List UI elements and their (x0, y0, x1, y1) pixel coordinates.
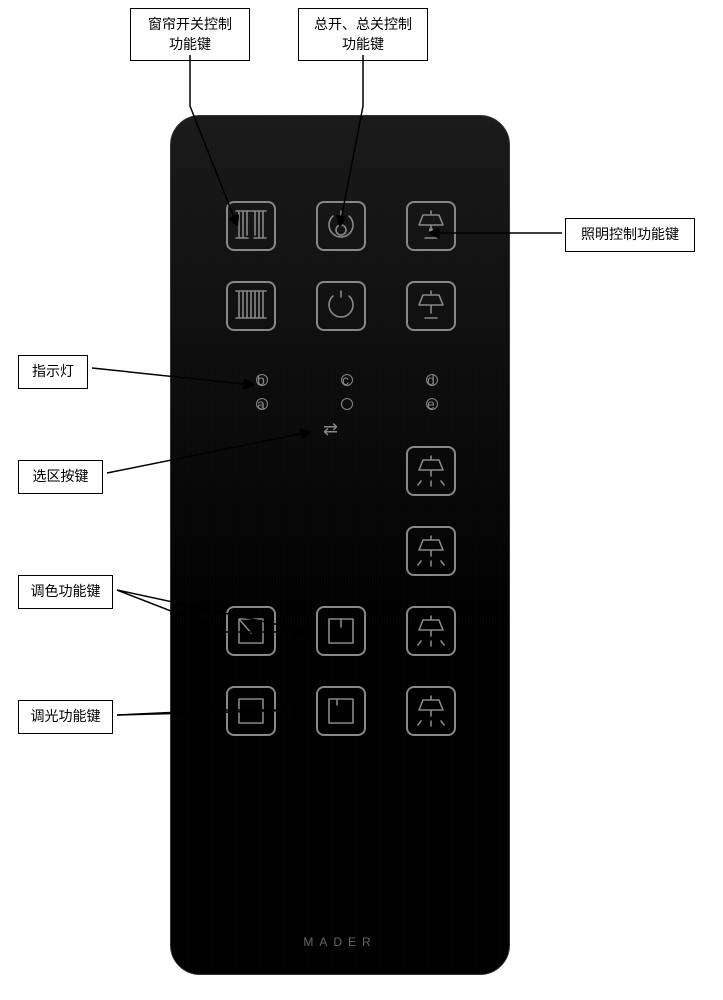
label-text: 指示灯 (32, 363, 74, 379)
lamp-rays-icon (413, 533, 449, 569)
btn-lamp-on-0-2[interactable] (406, 201, 456, 251)
color-2-icon (323, 613, 359, 649)
master-off-icon (323, 288, 359, 324)
btn-lamp-off-1-2[interactable] (406, 281, 456, 331)
label-dimmer: 调光功能键 (18, 700, 113, 734)
label-curtain: 窗帘开关控制功能键 (130, 8, 250, 61)
led-letter: d (427, 372, 435, 388)
btn-lamp-rays-bot-1-2[interactable] (406, 686, 456, 736)
led-letter: b (257, 372, 265, 388)
brand-label: MADER (171, 935, 509, 949)
label-text: 调色功能键 (31, 583, 101, 599)
label-lighting: 照明控制功能键 (565, 218, 695, 252)
label-text: 窗帘开关控制功能键 (148, 16, 232, 52)
dim-1-icon (233, 693, 269, 729)
btn-dim-1-bot-1-0[interactable] (226, 686, 276, 736)
btn-color-2-bot-0-1[interactable] (316, 606, 366, 656)
zone-select-button[interactable]: ⇄ (323, 421, 338, 437)
led-letter: e (427, 396, 435, 412)
lamp-on-icon (413, 208, 449, 244)
dim-2-icon (323, 693, 359, 729)
btn-curtain-open-0-0[interactable] (226, 201, 276, 251)
label-text: 调光功能键 (31, 708, 101, 724)
lamp-off-icon (413, 288, 449, 324)
master-on-icon (323, 208, 359, 244)
label-text: 总开、总关控制功能键 (314, 16, 412, 52)
lamp-rays-icon (413, 693, 449, 729)
label-zone: 选区按键 (18, 460, 103, 494)
arrow-right-icon: ⇄ (323, 421, 338, 437)
led-letter: a (257, 396, 265, 412)
remote-panel: b c d a e ⇄ MADER (170, 115, 510, 975)
label-master: 总开、总关控制功能键 (298, 8, 428, 61)
color-1-icon (233, 613, 269, 649)
curtain-open-icon (233, 208, 269, 244)
btn-master-off-1-1[interactable] (316, 281, 366, 331)
label-text: 照明控制功能键 (581, 226, 679, 242)
curtain-close-icon (233, 288, 269, 324)
btn-dim-2-bot-1-1[interactable] (316, 686, 366, 736)
btn-lamp-rays-mid-1-2[interactable] (406, 526, 456, 576)
label-indicator: 指示灯 (18, 355, 88, 389)
led-letter: c (342, 372, 349, 388)
btn-curtain-close-1-0[interactable] (226, 281, 276, 331)
label-text: 选区按键 (33, 468, 89, 484)
lamp-rays-icon (413, 453, 449, 489)
btn-lamp-rays-bot-0-2[interactable] (406, 606, 456, 656)
lamp-rays-icon (413, 613, 449, 649)
btn-master-on-0-1[interactable] (316, 201, 366, 251)
label-color: 调色功能键 (18, 575, 113, 609)
btn-color-1-bot-0-0[interactable] (226, 606, 276, 656)
btn-lamp-rays-mid-0-2[interactable] (406, 446, 456, 496)
indicator-led (341, 398, 353, 410)
